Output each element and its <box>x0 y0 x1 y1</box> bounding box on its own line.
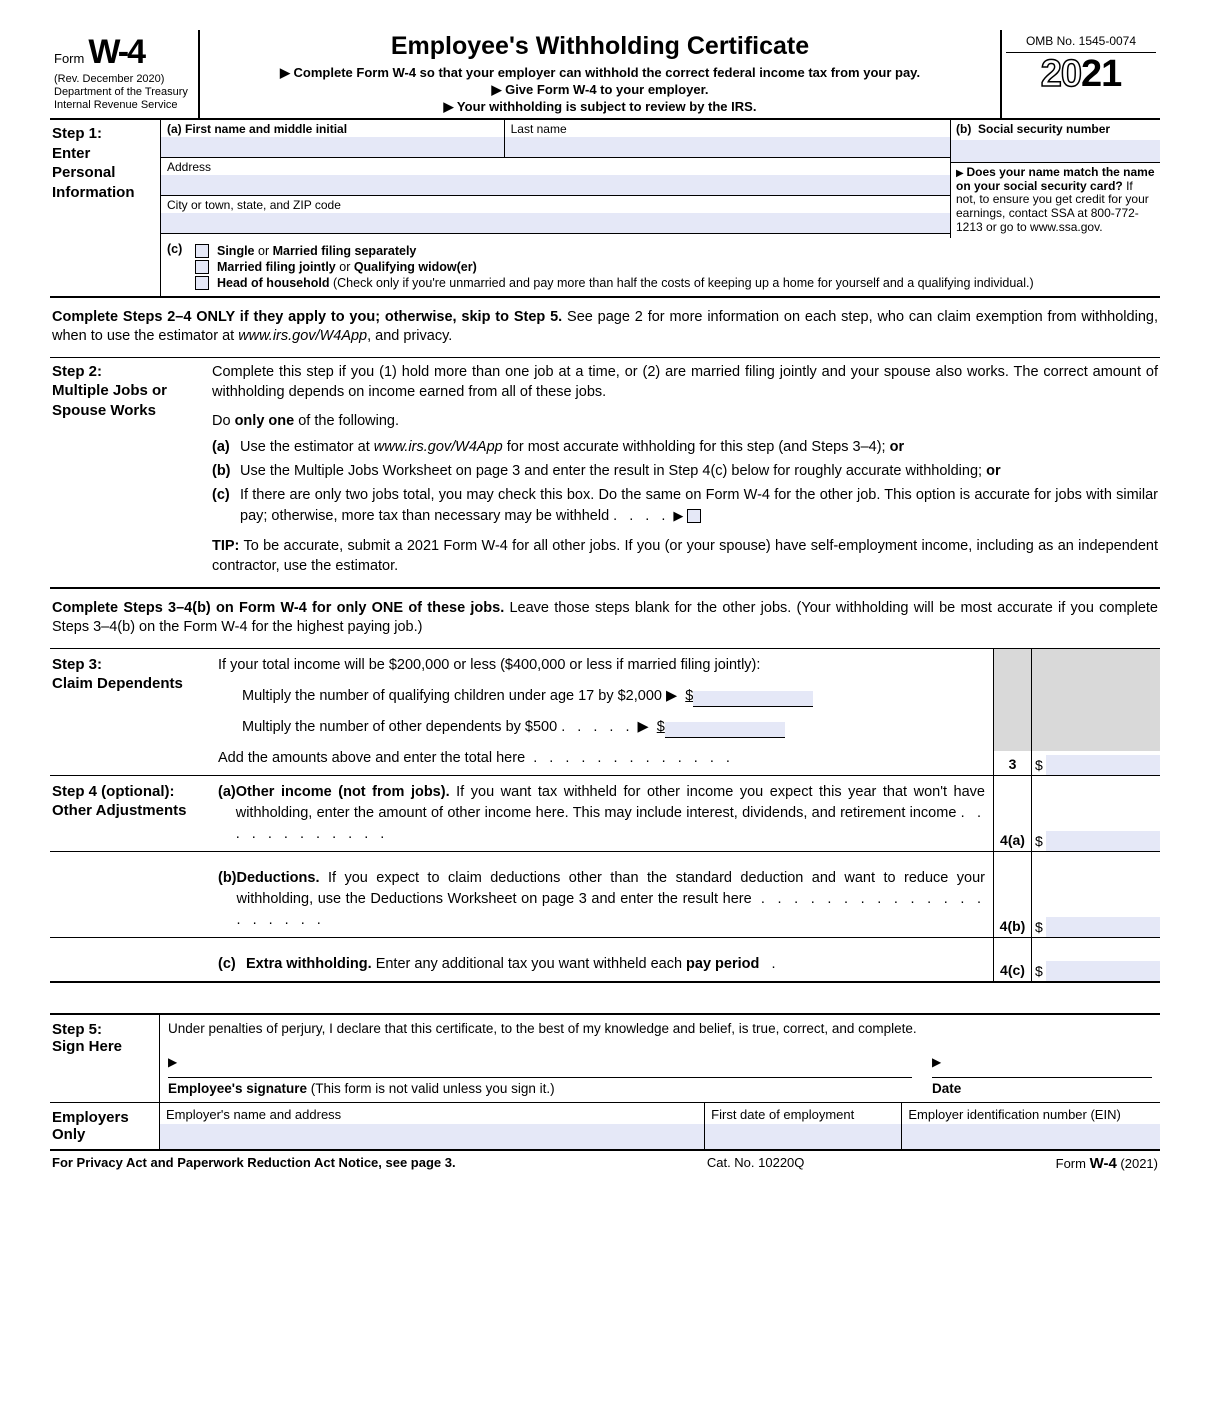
date-field[interactable]: Date <box>932 1062 1152 1096</box>
subline-3: ▶ Your withholding is subject to review … <box>208 99 992 115</box>
filing-single-label: Single or Married filing separately <box>217 244 416 258</box>
form-header: Form W-4 (Rev. December 2020) Department… <box>50 30 1160 120</box>
step-1-body: (a) First name and middle initial Last n… <box>160 120 1160 296</box>
header-left: Form W-4 (Rev. December 2020) Department… <box>50 30 200 118</box>
step4a-input[interactable] <box>1046 831 1160 851</box>
last-name-label: Last name <box>505 120 950 136</box>
form-year: 2021 <box>1006 53 1156 96</box>
first-date-input[interactable] <box>705 1124 901 1149</box>
other-dependents-amount[interactable] <box>665 722 785 738</box>
step4c-input[interactable] <box>1046 961 1160 981</box>
form-word: Form <box>54 51 84 67</box>
checkbox-married-joint[interactable] <box>195 260 209 274</box>
step2-tip: TIP: To be accurate, submit a 2021 Form … <box>212 536 1158 577</box>
checkbox-single[interactable] <box>195 244 209 258</box>
step-3-body: If your total income will be $200,000 or… <box>210 649 994 775</box>
step2-option-c: (c) If there are only two jobs total, yo… <box>212 485 1158 526</box>
employer-name-address: Employer's name and address <box>160 1103 705 1149</box>
step3-total-input[interactable] <box>1046 755 1160 775</box>
step-4a-text: (a)Other income (not from jobs). If you … <box>210 776 994 851</box>
step2-option-a: (a) Use the estimator at www.irs.gov/W4A… <box>212 437 1158 457</box>
address-input[interactable] <box>161 175 950 195</box>
city-input[interactable] <box>161 213 950 233</box>
step4b-input[interactable] <box>1046 917 1160 937</box>
step-5: Step 5: Sign Here Under penalties of per… <box>50 1013 1160 1103</box>
signature-field[interactable]: Employee's signature (This form is not v… <box>168 1062 912 1096</box>
step-3: Step 3: Claim Dependents If your total i… <box>50 649 1160 776</box>
employers-only: Employers Only Employer's name and addre… <box>50 1103 1160 1151</box>
step-2-body: Complete this step if you (1) hold more … <box>210 358 1160 587</box>
subline-1: ▶ Complete Form W-4 so that your employe… <box>208 65 992 81</box>
filing-status-letter: (c) <box>167 242 195 256</box>
omb-number: OMB No. 1545-0074 <box>1006 34 1156 53</box>
form-code: W-4 <box>88 32 144 73</box>
last-name-input[interactable] <box>505 137 950 157</box>
step-4c-text: (c)Extra withholding. Enter any addition… <box>210 938 994 981</box>
step-5-label: Step 5: Sign Here <box>50 1015 160 1102</box>
step-4-label: Step 4 (optional): Other Adjustments <box>50 776 210 851</box>
step-4b-text: (b)Deductions. If you expect to claim de… <box>210 852 994 937</box>
footer-catno: Cat. No. 10220Q <box>707 1155 805 1172</box>
qualifying-children-amount[interactable] <box>693 691 813 707</box>
step-3-label: Step 3: Claim Dependents <box>50 649 210 775</box>
step3-num-cell: 3 <box>994 649 1032 775</box>
subline-2: ▶ Give Form W-4 to your employer. <box>208 82 992 98</box>
employer-ein: Employer identification number (EIN) <box>902 1103 1160 1149</box>
step-1-label: Step 1: Enter Personal Information <box>50 120 160 296</box>
ssn-input[interactable] <box>951 140 1160 162</box>
checkbox-head-household[interactable] <box>195 276 209 290</box>
step2-do-one: Do only one of the following. <box>212 411 1158 431</box>
address-label: Address <box>161 158 950 174</box>
footer-privacy: For Privacy Act and Paperwork Reduction … <box>52 1155 456 1172</box>
dept: Department of the Treasury <box>54 86 194 99</box>
step-4b: (b)Deductions. If you expect to claim de… <box>50 852 1160 938</box>
first-date-employment: First date of employment <box>705 1103 902 1149</box>
first-name-input[interactable] <box>161 137 504 157</box>
step-4c: (c)Extra withholding. Enter any addition… <box>50 938 1160 983</box>
perjury-statement: Under penalties of perjury, I declare th… <box>168 1021 1152 1036</box>
page-footer: For Privacy Act and Paperwork Reduction … <box>50 1151 1160 1172</box>
step-2: Step 2: Multiple Jobs or Spouse Works Co… <box>50 357 1160 589</box>
instruction-2: Complete Steps 3–4(b) on Form W-4 for on… <box>50 589 1160 648</box>
first-name-label: (a) First name and middle initial <box>161 120 504 136</box>
step-2-label: Step 2: Multiple Jobs or Spouse Works <box>50 358 210 587</box>
employers-label: Employers Only <box>50 1103 160 1149</box>
step3-amt-cell: $ <box>1032 649 1160 775</box>
ssn-label: Social security number <box>978 122 1110 136</box>
header-right: OMB No. 1545-0074 2021 <box>1000 30 1160 118</box>
step-1: Step 1: Enter Personal Information (a) F… <box>50 120 1160 298</box>
instruction-1: Complete Steps 2–4 ONLY if they apply to… <box>50 298 1160 357</box>
ein-input[interactable] <box>902 1124 1160 1149</box>
irs: Internal Revenue Service <box>54 99 194 112</box>
employer-name-input[interactable] <box>160 1124 704 1149</box>
city-label: City or town, state, and ZIP code <box>161 196 950 212</box>
steps-3-4: Step 3: Claim Dependents If your total i… <box>50 648 1160 983</box>
ssn-column: (b) Social security number Does your nam… <box>950 120 1160 238</box>
form-rev: (Rev. December 2020) <box>54 73 194 86</box>
step2-option-b: (b) Use the Multiple Jobs Worksheet on p… <box>212 461 1158 481</box>
footer-formno: Form W-4 (2021) <box>1056 1155 1158 1172</box>
step-4a: Step 4 (optional): Other Adjustments (a)… <box>50 776 1160 852</box>
filing-married-label: Married filing jointly or Qualifying wid… <box>217 260 477 274</box>
step2-intro: Complete this step if you (1) hold more … <box>212 362 1158 403</box>
checkbox-two-jobs[interactable] <box>687 509 701 523</box>
header-center: Employee's Withholding Certificate ▶ Com… <box>200 30 1000 118</box>
name-match-note: Does your name match the name on your so… <box>956 166 1155 235</box>
main-title: Employee's Withholding Certificate <box>208 32 992 61</box>
form-w4-page1: Form W-4 (Rev. December 2020) Department… <box>50 30 1160 1172</box>
filing-hoh-label: Head of household (Check only if you're … <box>217 276 1034 290</box>
step-5-body: Under penalties of perjury, I declare th… <box>160 1015 1160 1102</box>
